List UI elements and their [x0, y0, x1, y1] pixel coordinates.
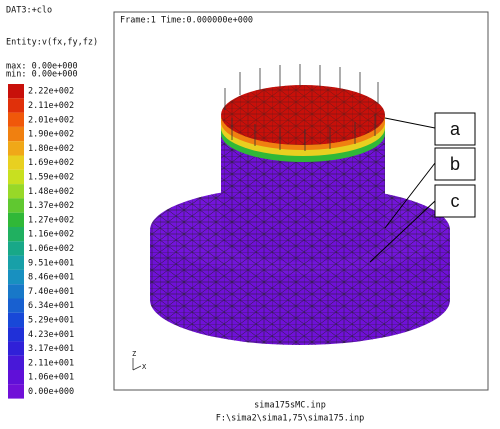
callouts: a b c — [369, 112, 476, 263]
legend-swatch — [8, 255, 24, 270]
legend-swatch — [8, 112, 24, 127]
legend-label: 0.00e+000 — [28, 387, 74, 397]
legend-swatch — [8, 126, 24, 142]
axis-z: Z — [132, 350, 136, 358]
min-label: min: 0.00e+000 — [6, 70, 78, 80]
legend-label: 1.80e+002 — [28, 144, 74, 154]
entity-label: Entity:v(fx,fy,fz) — [6, 38, 98, 48]
legend-swatch — [8, 284, 24, 299]
legend-swatch — [8, 312, 24, 328]
legend-label: 6.34e+001 — [28, 301, 74, 311]
legend-label: 2.01e+002 — [28, 115, 74, 125]
legend-label: 9.51e+001 — [28, 258, 74, 268]
legend-label: 1.69e+002 — [28, 158, 74, 168]
legend-label: 3.17e+001 — [28, 344, 74, 354]
model-file: sima175sMC.inp — [254, 401, 326, 411]
legend-swatch — [8, 269, 24, 285]
legend-label: 1.37e+002 — [28, 201, 74, 211]
legend-swatch — [8, 327, 24, 342]
max-label: max: 0.00e+000 — [6, 62, 78, 72]
legend-swatch — [8, 227, 24, 242]
legend-swatch — [8, 84, 24, 99]
legend-swatch — [8, 169, 24, 185]
legend-label: 2.11e+002 — [28, 101, 74, 111]
legend-label: 4.23e+001 — [28, 330, 74, 340]
legend-label: 1.48e+002 — [28, 187, 74, 197]
callout-b: b — [450, 154, 460, 174]
axis-triad: Z X — [132, 350, 147, 371]
model-path: F:\sima2\sima1,75\sima175.inp — [216, 414, 364, 424]
callout-a: a — [450, 119, 461, 139]
legend-label: 1.90e+002 — [28, 130, 74, 140]
dataset-label: DAT3:+clo — [6, 6, 52, 16]
legend-label: 1.16e+002 — [28, 230, 74, 240]
legend-swatch — [8, 298, 24, 313]
legend-label: 2.22e+002 — [28, 87, 74, 97]
legend-swatch — [8, 384, 24, 399]
legend-label: 1.59e+002 — [28, 172, 74, 182]
legend-label: 8.46e+001 — [28, 273, 74, 283]
legend-swatch — [8, 184, 24, 199]
model — [150, 64, 450, 345]
legend-label: 5.29e+001 — [28, 315, 74, 325]
legend-swatch — [8, 355, 24, 370]
legend-swatch — [8, 370, 24, 385]
legend-swatch — [8, 241, 24, 256]
legend-label: 2.11e+001 — [28, 358, 74, 368]
legend-label: 1.06e+001 — [28, 373, 74, 383]
legend-swatch — [8, 341, 24, 356]
callout-c: c — [451, 191, 460, 211]
legend-swatch — [8, 98, 24, 113]
frame-label: Frame:1 Time:0.000000e+000 — [120, 16, 253, 26]
axis-x: X — [142, 363, 147, 371]
legend-swatch — [8, 212, 24, 227]
legend-label: 1.06e+002 — [28, 244, 74, 254]
legend-swatch — [8, 198, 24, 213]
legend: 2.22e+002 2.11e+002 2.01e+002 1.90e+002 1.80… — [8, 84, 74, 399]
legend-swatch — [8, 141, 24, 156]
legend-label: 1.27e+002 — [28, 215, 74, 225]
legend-swatch — [8, 155, 24, 170]
legend-label: 7.40e+001 — [28, 287, 74, 297]
